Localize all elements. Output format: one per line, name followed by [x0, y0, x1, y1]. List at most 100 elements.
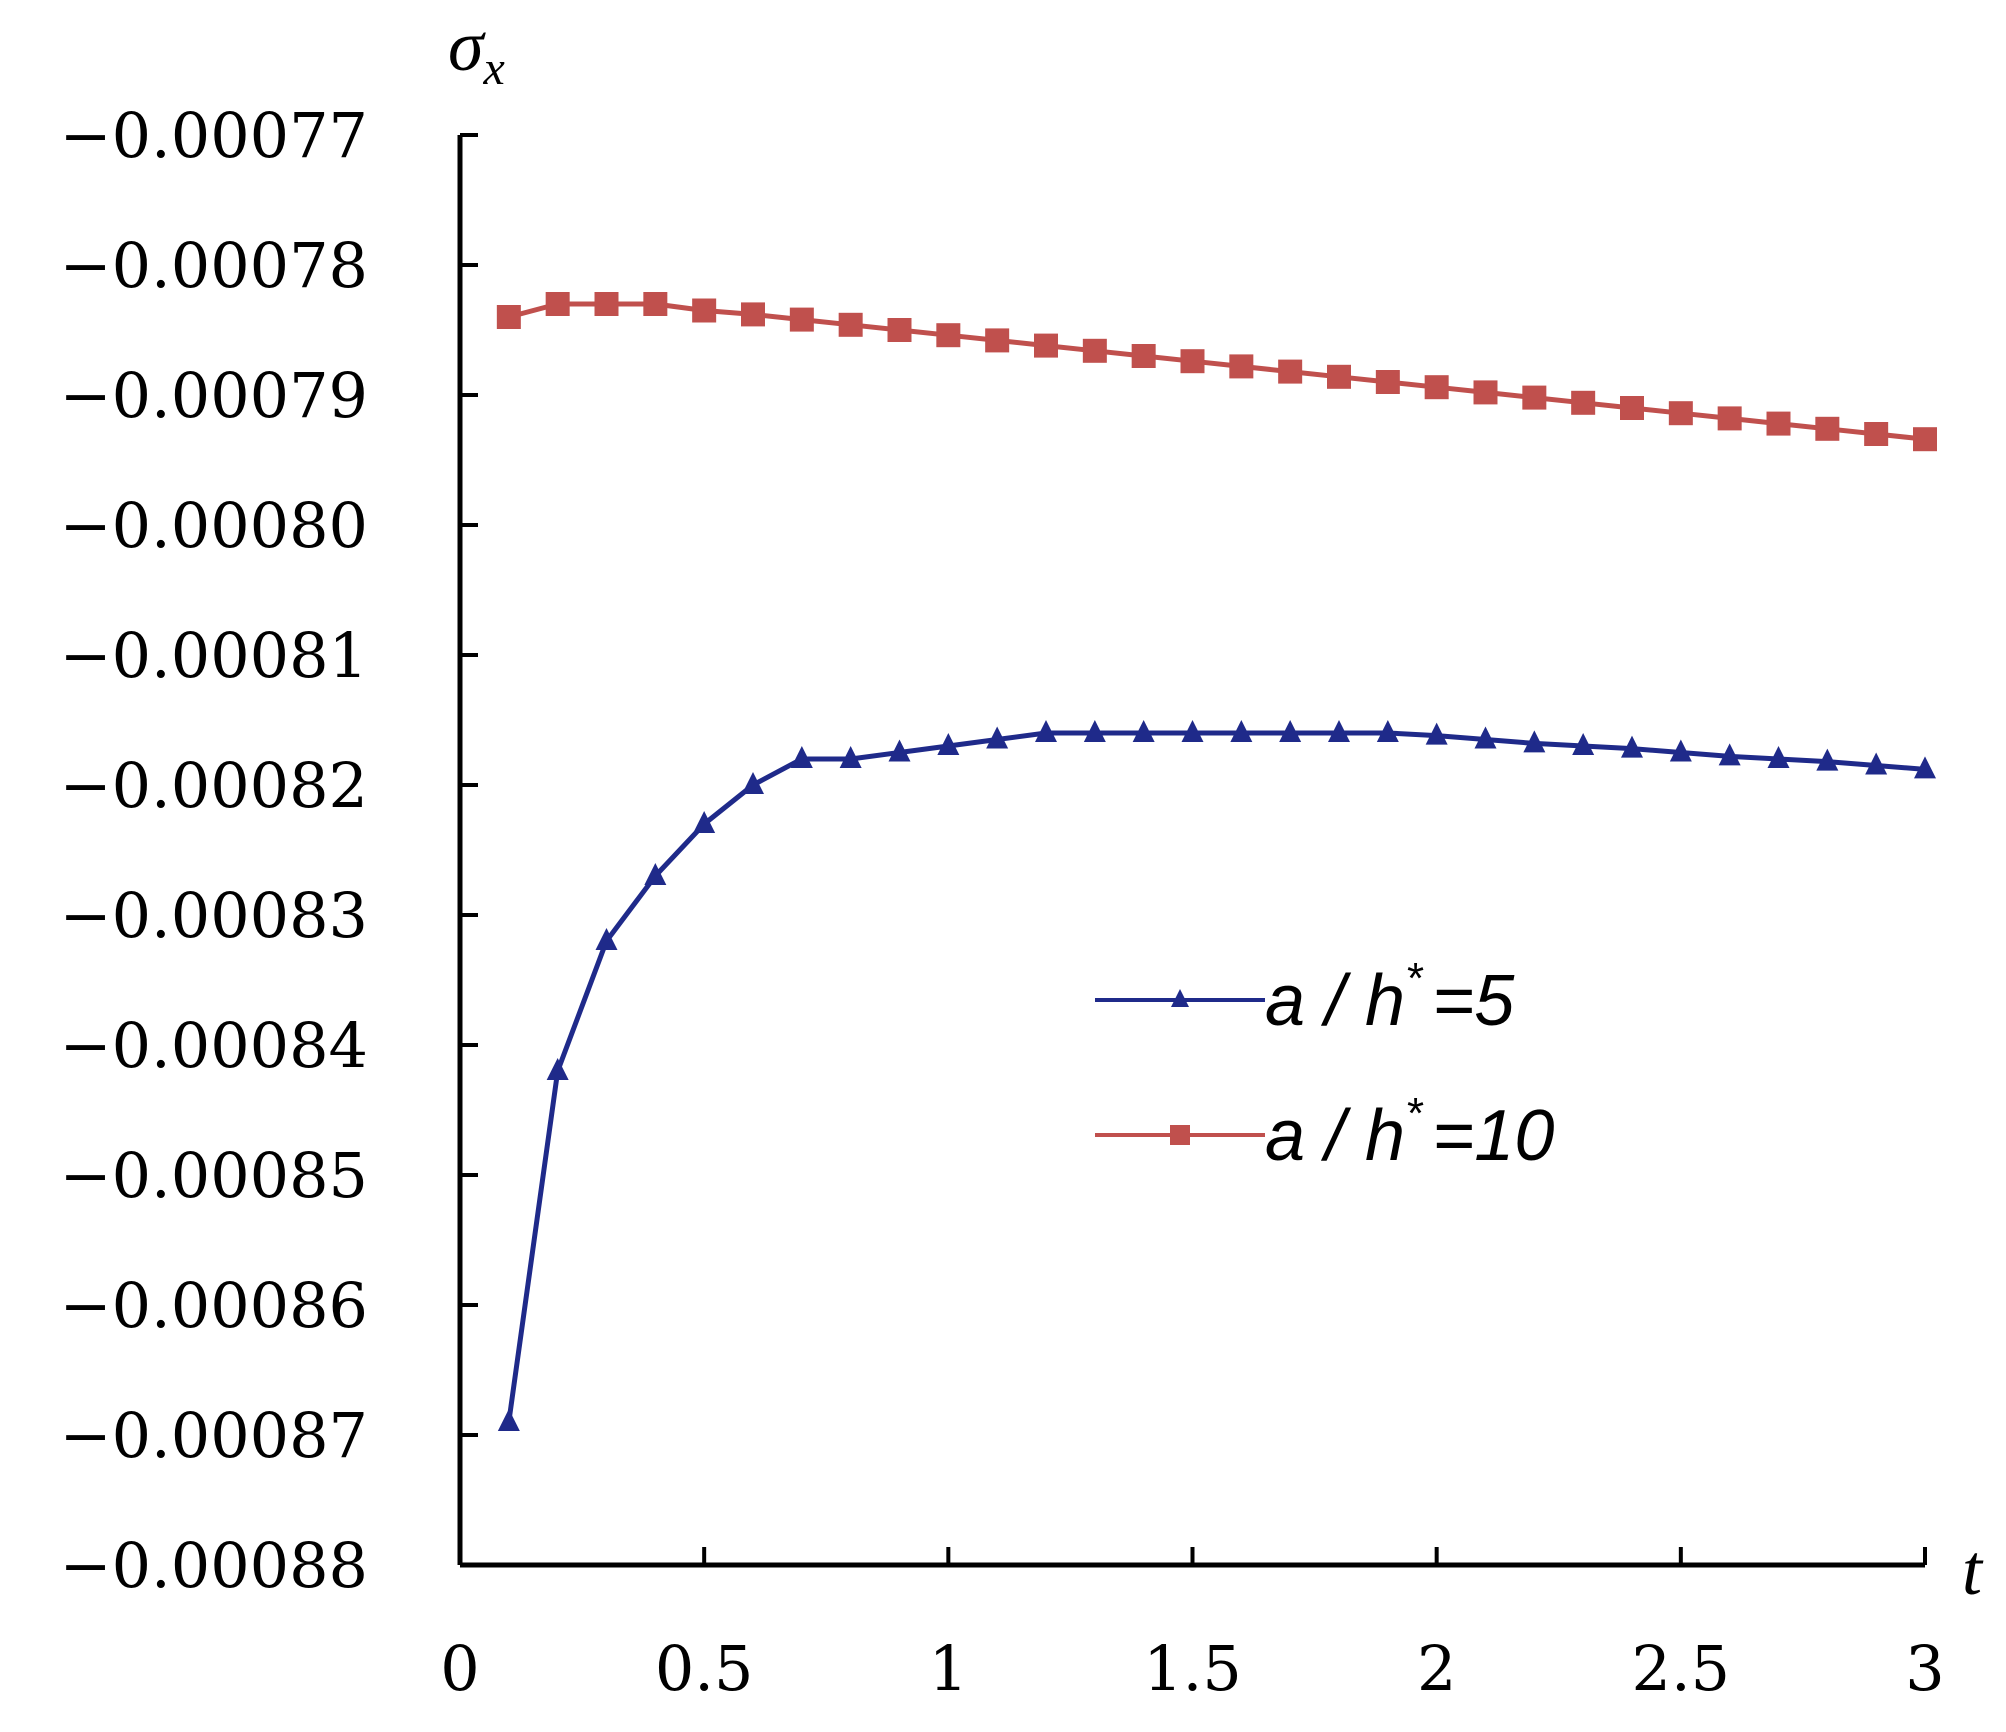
data-point: [1376, 720, 1399, 742]
data-point: [644, 863, 667, 885]
y-axis-title-main: σ: [448, 6, 486, 86]
data-point: [1621, 735, 1643, 758]
data-point: [1229, 354, 1254, 379]
data-point: [741, 302, 765, 327]
data-point: [595, 928, 618, 950]
data-point: [545, 292, 570, 316]
y-tick-label: −0.00087: [60, 1399, 368, 1472]
x-tick-label: 2.5: [1632, 1632, 1731, 1705]
data-point: [1522, 385, 1547, 410]
series-1: [497, 720, 1936, 1431]
y-tick-label: −0.00083: [60, 879, 368, 952]
series-line-1: [506, 730, 1926, 1423]
data-point: [1473, 380, 1498, 405]
data-point: [1180, 349, 1205, 374]
data-point: [986, 726, 1009, 749]
data-point: [594, 292, 619, 316]
data-point: [1669, 739, 1692, 762]
series-layer: [496, 292, 1937, 1431]
y-axis-ticks: −0.00077 −0.00078 −0.00079 −0.00080 −0.00081…: [60, 99, 478, 1602]
data-point: [1083, 720, 1106, 742]
series-2: [496, 292, 1937, 452]
legend-label-2-sup: *: [1405, 1089, 1424, 1138]
data-point: [789, 307, 814, 332]
data-point: [1913, 427, 1937, 452]
data-point: [1230, 720, 1253, 742]
x-tick-label: 0.5: [655, 1632, 754, 1705]
data-point: [1668, 401, 1693, 426]
data-point: [497, 1409, 520, 1431]
data-point: [1181, 720, 1204, 742]
x-tick-label: 0: [440, 1632, 479, 1705]
data-point: [643, 292, 668, 316]
y-tick-label: −0.00080: [60, 489, 368, 562]
data-point: [887, 318, 912, 342]
data-point: [692, 298, 717, 323]
x-tick-label: 3: [1905, 1632, 1944, 1705]
data-point: [1424, 375, 1449, 400]
legend-label-2-eq: =10: [1432, 1096, 1554, 1176]
data-point: [1914, 756, 1936, 779]
y-tick-label: −0.00079: [60, 359, 368, 432]
legend-marker-1: [1171, 989, 1189, 1007]
data-point: [1766, 411, 1791, 436]
x-tick-label: 2: [1417, 1632, 1456, 1705]
series-line-2: [508, 301, 1926, 442]
data-point: [985, 328, 1010, 353]
y-axis-title-subscript: x: [483, 42, 505, 95]
data-point: [1523, 730, 1546, 753]
legend-entry-1: a / h* =5: [1095, 954, 1515, 1041]
legend-label-1-sup: *: [1405, 954, 1424, 1003]
data-point: [1864, 422, 1889, 446]
data-point: [1717, 406, 1742, 431]
y-tick-label: −0.00088: [60, 1529, 368, 1602]
data-point: [1375, 370, 1400, 394]
x-axis-ticks: 0 0.5 1 1.5 2 2.5 3: [440, 1547, 1945, 1705]
legend: a / h* =5 a / h* =10: [1095, 954, 1554, 1176]
data-point: [1278, 359, 1303, 384]
y-tick-label: −0.00077: [60, 99, 368, 172]
data-point: [742, 772, 764, 794]
y-axis-title: σx: [448, 6, 505, 95]
data-point: [1815, 416, 1840, 441]
x-tick-label: 1: [929, 1632, 968, 1705]
y-tick-label: −0.00078: [60, 229, 368, 302]
legend-label-1-eq: =5: [1432, 961, 1515, 1041]
y-tick-label: −0.00084: [60, 1009, 368, 1082]
data-point: [1865, 752, 1888, 775]
legend-label-2: a / h* =10: [1265, 1089, 1554, 1176]
data-point: [1620, 396, 1644, 420]
y-tick-label: −0.00082: [60, 749, 368, 822]
data-point: [1816, 748, 1839, 771]
legend-label-2-var: a / h: [1265, 1096, 1405, 1176]
legend-label-1-var: a / h: [1265, 961, 1405, 1041]
data-point: [839, 746, 862, 768]
x-tick-label: 1.5: [1143, 1632, 1242, 1705]
data-point: [1131, 344, 1156, 368]
data-point: [1279, 720, 1302, 742]
data-point: [790, 746, 813, 768]
data-point: [1474, 726, 1497, 749]
data-point: [1034, 333, 1058, 358]
data-point: [838, 312, 863, 337]
data-point: [693, 811, 716, 833]
y-tick-label: −0.00086: [60, 1269, 368, 1342]
data-point: [937, 733, 960, 755]
legend-entry-2: a / h* =10: [1095, 1089, 1554, 1176]
data-point: [496, 305, 521, 329]
data-point: [888, 739, 911, 762]
data-point: [1082, 338, 1107, 363]
legend-marker-2: [1170, 1125, 1190, 1145]
data-point: [1425, 722, 1448, 745]
data-point: [936, 323, 961, 348]
y-tick-label: −0.00085: [60, 1139, 368, 1212]
x-axis-title: t: [1962, 1530, 1984, 1610]
data-point: [1328, 720, 1350, 742]
data-point: [1718, 743, 1741, 766]
data-point: [546, 1058, 569, 1080]
data-point: [1571, 390, 1596, 415]
data-point: [1327, 364, 1351, 389]
y-tick-label: −0.00081: [60, 619, 368, 692]
data-point: [1132, 720, 1155, 742]
